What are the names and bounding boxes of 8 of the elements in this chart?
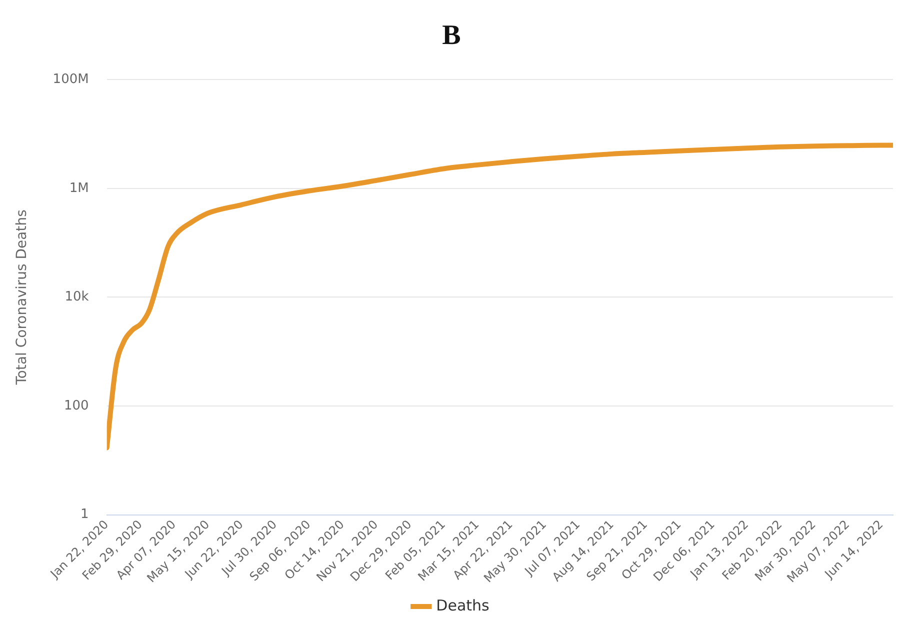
y-tick-label: 100M	[52, 72, 89, 87]
y-tick-label: 10k	[64, 290, 90, 305]
y-tick-label: 1M	[69, 180, 89, 196]
legend-label: Deaths	[436, 596, 490, 614]
chart-title: B	[442, 20, 461, 52]
y-tick-label: 100	[64, 398, 89, 414]
y-axis-title: Total Coronavirus Deaths	[14, 210, 30, 386]
y-tick-label: 1	[80, 507, 89, 522]
